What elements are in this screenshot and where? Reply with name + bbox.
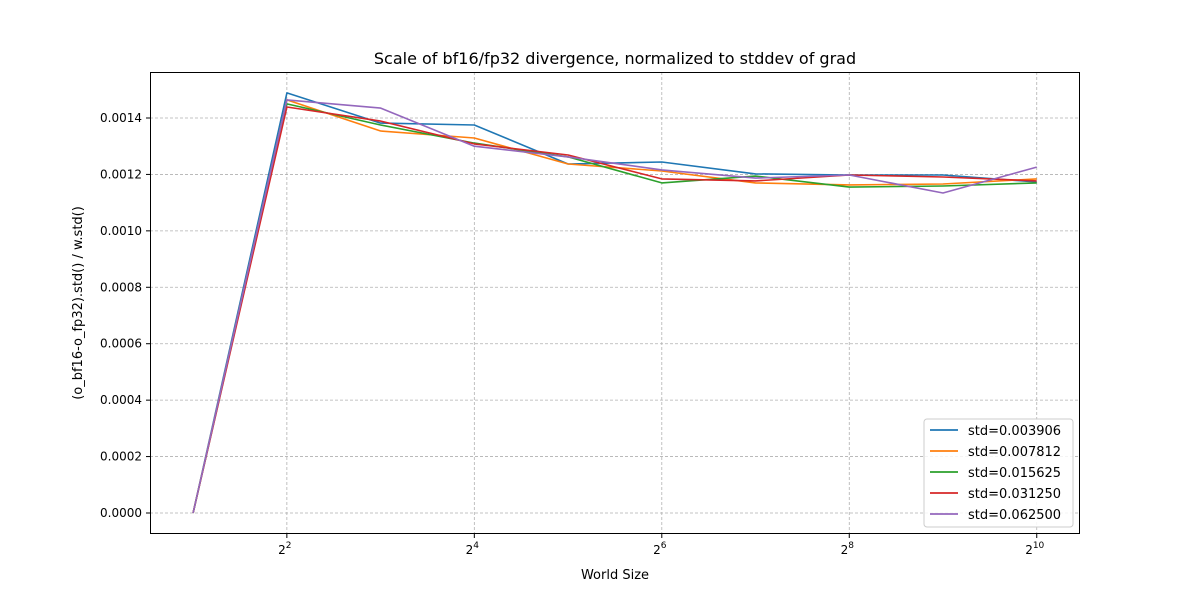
series-line-4 <box>192 106 1037 514</box>
grid <box>150 72 1080 534</box>
y-tick-label: 0.0008 <box>100 280 142 294</box>
legend-label: std=0.015625 <box>968 466 1061 481</box>
legend: std=0.003906 std=0.007812 std=0.015625 std=… <box>923 418 1074 528</box>
x-tick-label: 24 <box>466 541 480 557</box>
x-tick-label: 28 <box>841 541 855 557</box>
series-line-5 <box>192 99 1037 514</box>
x-tick-label: 210 <box>1025 541 1044 557</box>
plot-frame <box>150 72 1080 534</box>
y-tick-label: 0.0002 <box>100 450 142 464</box>
legend-label: std=0.062500 <box>968 508 1061 523</box>
legend-box <box>923 418 1074 528</box>
legend-label: std=0.003906 <box>968 424 1061 439</box>
x-tick-label: 26 <box>653 541 667 557</box>
y-tick-label: 0.0006 <box>100 337 142 351</box>
chart-title: Scale of bf16/fp32 divergence, normalize… <box>374 49 856 68</box>
y-tick-label: 0.0004 <box>100 393 142 407</box>
y-tick-label: 0.0014 <box>100 111 142 125</box>
y-ticks: 0.0000 0.0002 0.0004 0.0006 0.0008 0.0010 0.00… <box>100 111 150 520</box>
series-line-1 <box>192 92 1037 514</box>
legend-label: std=0.031250 <box>968 487 1061 502</box>
x-axis-label: World Size <box>581 568 649 583</box>
x-ticks: 22 24 26 28 210 <box>278 534 1045 557</box>
series-lines <box>192 92 1037 514</box>
series-line-3 <box>192 103 1037 514</box>
y-axis-label: (o_bf16-o_fp32).std() / w.std() <box>71 206 86 400</box>
y-tick-label: 0.0000 <box>100 506 142 520</box>
legend-label: std=0.007812 <box>968 445 1061 460</box>
y-tick-label: 0.0010 <box>100 224 142 238</box>
series-line-2 <box>192 99 1037 514</box>
y-tick-label: 0.0012 <box>100 167 142 181</box>
x-tick-label: 22 <box>278 541 291 557</box>
